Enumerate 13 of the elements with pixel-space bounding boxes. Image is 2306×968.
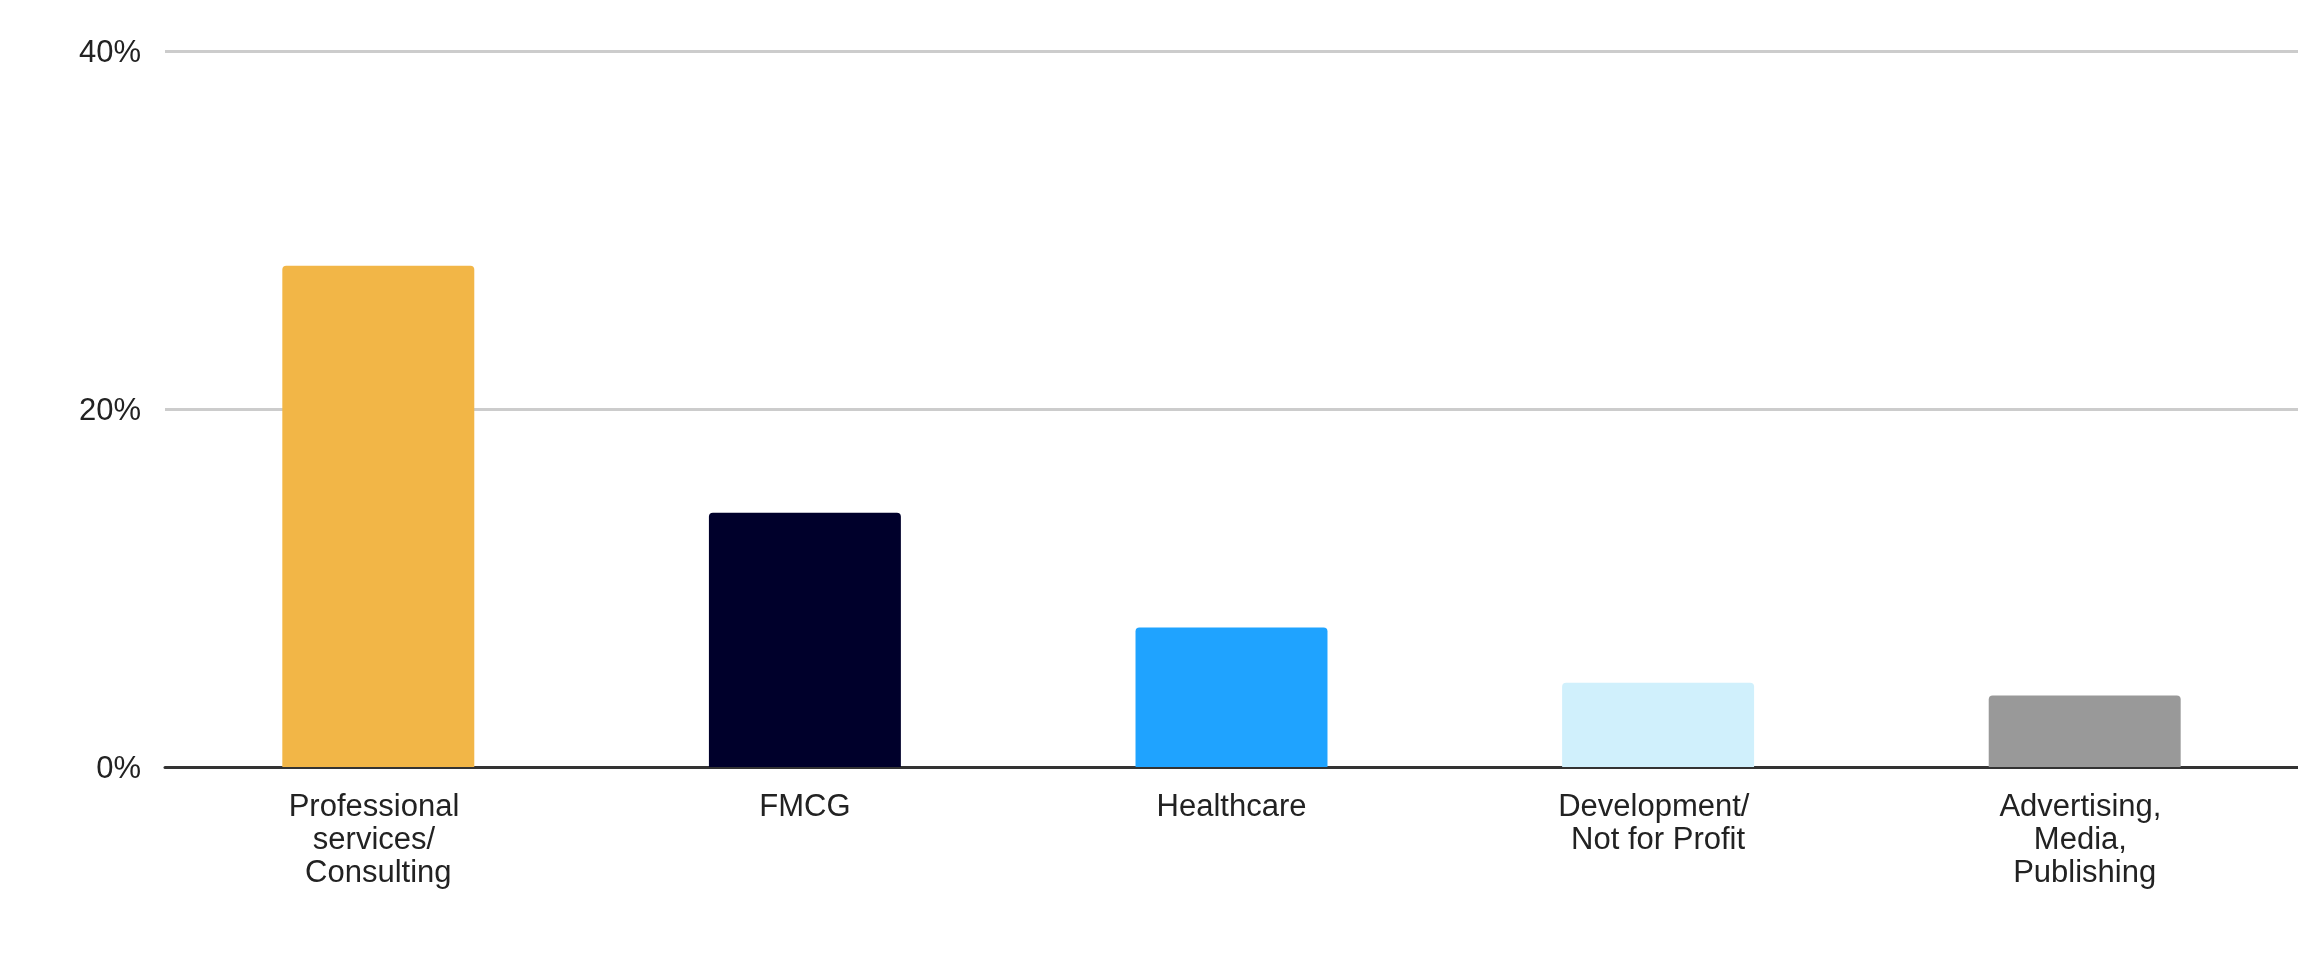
bar: [1988, 695, 2181, 767]
x-tick-label: Professional services/ Consulting: [288, 788, 468, 889]
x-tick-label: Healthcare: [1156, 788, 1307, 823]
bar: [1135, 627, 1328, 767]
bar: [708, 512, 901, 767]
y-tick-label: 0%: [96, 749, 141, 785]
x-tick-label: Advertising, Media, Publishing: [1999, 788, 2170, 889]
y-tick-label: 20%: [78, 391, 141, 427]
bar: [282, 265, 475, 767]
x-tick-label: Development/ Not for Profit: [1558, 788, 1759, 856]
y-tick-label: 40%: [78, 33, 141, 69]
x-tick-label: FMCG: [759, 788, 851, 823]
bar: [1562, 682, 1755, 767]
